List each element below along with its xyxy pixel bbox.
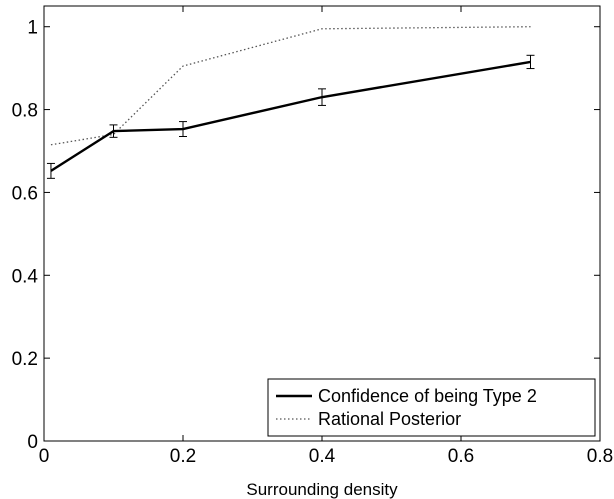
plot-frame [43,5,601,442]
x-tick-label: 0.2 [170,446,196,467]
legend-box [267,378,596,437]
legend: Confidence of being Type 2 Rational Poste… [267,378,596,437]
y-tick-label: 1 [27,18,38,39]
error-bar [46,162,55,179]
y-tick-label: 0.4 [12,266,39,287]
axes: 0 0.2 0.4 0.6 0.8 0 0.2 0.4 0.6 0.8 1 [12,5,613,467]
x-tick-label: 0.6 [448,446,474,467]
error-bar [179,121,187,137]
error-bar [318,88,326,106]
error-bar [526,54,535,70]
x-tick-label: 0.4 [309,446,336,467]
legend-label: Confidence of being Type 2 [318,386,537,406]
series-line-confidence [50,60,531,172]
x-axis-label: Surrounding density [246,480,398,499]
legend-label: Rational Posterior [318,409,461,429]
y-tick-label: 0.8 [12,101,38,122]
y-tick-label: 0 [27,432,38,453]
error-bar [109,124,118,138]
x-tick-label: 0.8 [587,446,613,467]
y-tick-label: 0.6 [12,183,38,204]
series-line-rational-posterior [50,26,531,146]
y-tick-label: 0.2 [12,349,38,370]
x-tick-label: 0 [39,446,50,467]
series-layer [46,26,535,179]
